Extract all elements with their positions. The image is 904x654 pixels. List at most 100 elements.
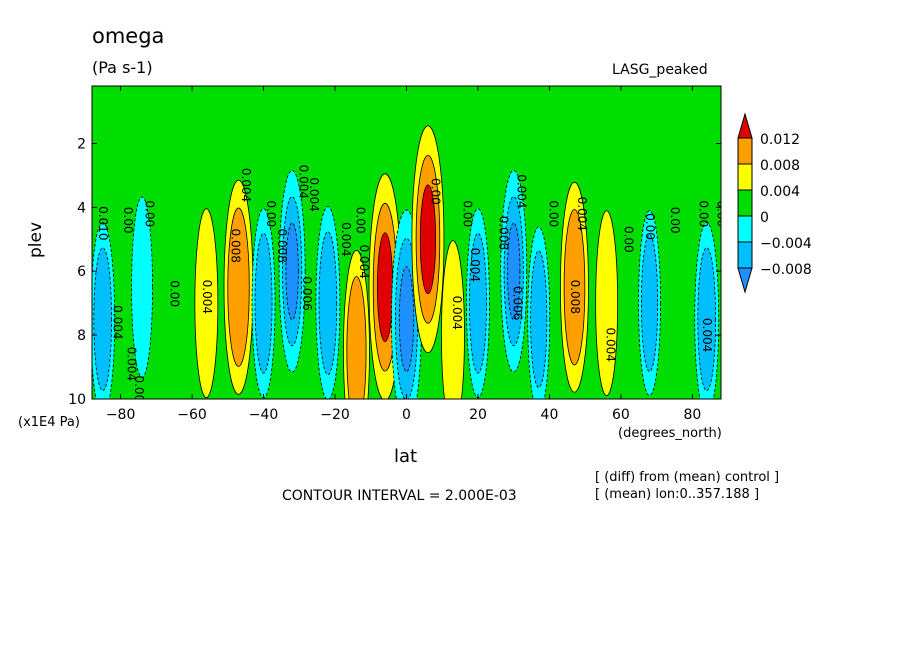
contour-label: 0.00 [714,200,728,227]
contour-label: 0.004 [125,347,139,381]
colorbar: 0.012 0.008 0.004 0 −0.004 −0.008 [737,112,812,294]
contour-label: 0.004 [357,244,371,278]
chart-units: (Pa s-1) [92,58,153,77]
contour-label: 0.00 [461,200,475,227]
colorbar-segment [737,215,753,243]
contour-band [346,276,367,399]
x-axis: −80 −60 −40 −20 0 20 40 60 80 [106,86,701,423]
contour-label: 0.00 [546,200,560,227]
colorbar-segment [737,189,753,217]
contour-label: 0.00 [622,226,636,253]
y-tick-label: 8 [77,328,86,344]
anomaly-cell [638,210,661,396]
anomaly-cell [694,222,720,399]
contour-label: 0.00 [668,207,682,234]
x-tick-label: 60 [612,407,630,423]
contour-band [131,196,153,378]
run-name-label: LASG_peaked [612,62,708,78]
anomaly-cell [315,206,341,399]
colorbar-label: 0.012 [760,132,800,148]
contour-band [376,232,394,343]
contour-label: 0.004 [307,177,321,211]
contour-label: 0.006 [300,276,314,310]
colorbar-segment [737,267,753,294]
contour-band [697,247,716,392]
anomaly-cell [223,179,254,395]
anomaly-cell [131,196,153,378]
contour-band [398,266,415,372]
anomaly-cell [500,170,528,373]
x-axis-unit: (degrees_north) [618,426,722,441]
contour-label: 0.008 [496,216,510,250]
mean-note: [ (mean) lon:0..357.188 ] [595,487,760,502]
colorbar-segment [737,137,753,165]
x-tick-label: 20 [469,407,487,423]
contour-label: 0.00 [429,178,443,205]
contour-label: 0.004 [514,174,528,208]
anomaly-cell [194,208,219,399]
contour-label: 0.00 [643,213,657,240]
contour-band [93,247,113,392]
contour-label: 0.004 [604,328,618,362]
anomaly-cell [251,208,276,399]
x-tick-label: −20 [320,407,350,423]
contour-band [227,207,250,367]
contour-label: 0.004 [468,248,482,282]
contour-band [441,240,465,399]
contour-band [285,222,299,321]
contour-label: 0.008 [228,229,242,263]
colorbar-label: 0.008 [760,158,800,174]
y-axis-label: plev [26,221,46,258]
anomaly-cell [411,125,445,354]
contour-label: 0.004 [339,222,353,256]
colorbar-segment [737,112,753,139]
anomaly-cell [527,226,551,399]
y-tick-label: 6 [77,264,86,280]
contour-label: 0.00 [264,200,278,227]
contour-label: 0.008 [568,280,582,314]
contour-band [254,232,273,374]
anomaly-cell [560,181,589,393]
anomaly-cell [92,222,116,399]
contour-label: 0.004 [296,165,310,199]
anomaly-cell [441,240,465,399]
y-axis: 2 4 6 8 10 [68,136,721,408]
contour-band [507,222,521,321]
contour-label: 0.004 [132,375,146,409]
colorbar-label: −0.004 [760,236,812,252]
x-axis-label: lat [394,446,418,467]
contour-label: 0.004 [575,197,589,231]
x-tick-label: 0 [402,407,411,423]
contour-label: 0.004 [239,168,253,202]
contour-label: 0.004 [110,305,124,339]
contour-band [530,250,548,388]
contour-interval-text: CONTOUR INTERVAL = 2.000E-03 [282,488,517,504]
y-tick-label: 10 [68,392,86,408]
x-tick-label: −60 [177,407,207,423]
contour-band [563,209,586,366]
y-axis-unit: (x1E4 Pa) [18,415,80,430]
colorbar-label: 0.004 [760,184,800,200]
y-tick-label: 4 [77,200,86,216]
contour-label: 0.00 [697,200,711,227]
contour-label: 0.010 [96,206,110,240]
y-tick-label: 2 [77,136,86,152]
x-tick-label: −40 [249,407,279,423]
contour-label: 0.00 [168,280,182,307]
contour-label: 0.006 [511,286,525,320]
anomaly-cell [343,249,370,399]
contour-band [318,231,338,376]
colorbar-segment [737,241,753,269]
contour-label: 0.008 [275,229,289,263]
anomaly-cell [278,170,306,373]
x-tick-label: 80 [683,407,701,423]
chart-title: omega [92,24,165,48]
contour-band [469,232,487,374]
contour-band [194,208,219,399]
contour-label: 0.00 [353,207,367,234]
contour-label: 0.004 [700,318,714,352]
x-tick-label: 40 [541,407,559,423]
contour-label: 0.00 [143,200,157,227]
